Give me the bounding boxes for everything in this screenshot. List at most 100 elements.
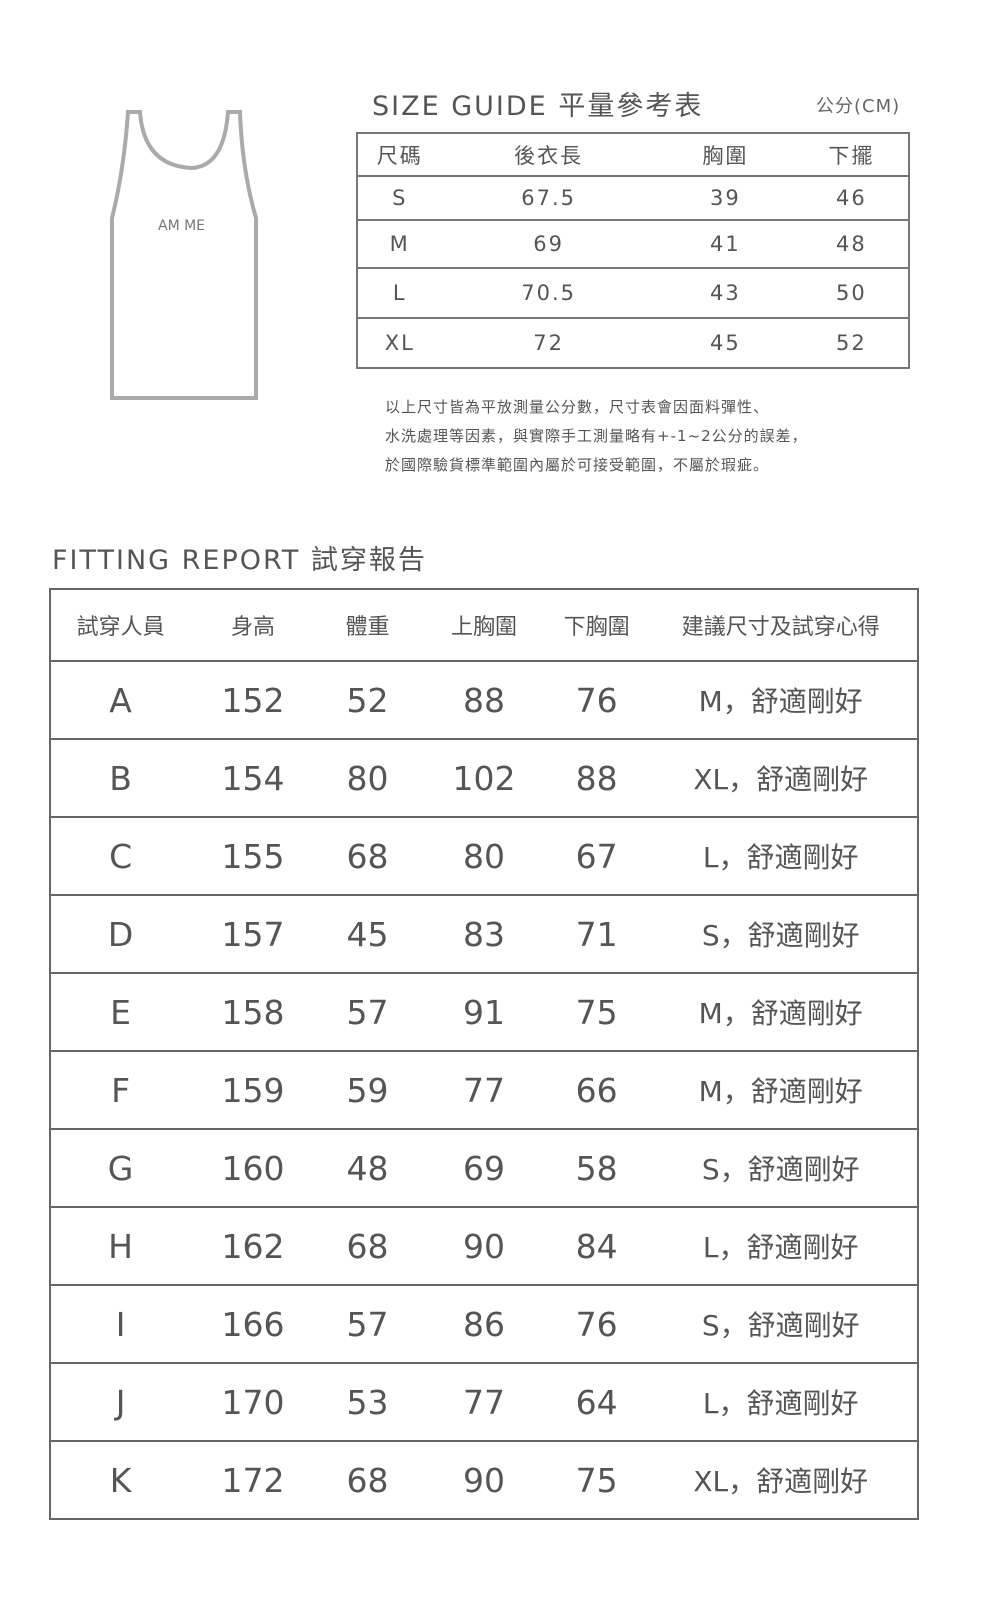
column-header: 試穿人員 <box>50 589 191 662</box>
table-cell: S，舒適剛好 <box>644 1129 918 1208</box>
table-cell: 157 <box>190 895 316 974</box>
table-row: F 159 59 77 66 M，舒適剛好 <box>50 1051 918 1130</box>
table-cell: 58 <box>548 1129 645 1208</box>
table-cell: XL，舒適剛好 <box>644 739 918 818</box>
table-cell: C <box>50 817 191 896</box>
table-cell: 68 <box>346 1460 389 1500</box>
table-cell: 69 <box>419 1129 549 1208</box>
table-cell: 155 <box>190 817 316 896</box>
table-row: S 67.5 39 46 <box>357 176 909 221</box>
table-cell: 59 <box>315 1051 420 1130</box>
fitting-report-table: 試穿人員 身高 體重 上胸圍 下胸圍 建議尺寸及試穿心得 A 152 52 88 76 M，舒適剛好 B… <box>49 588 919 1520</box>
table-cell: 102 <box>419 739 549 818</box>
size-guide-title: SIZE GUIDE 平量參考表 <box>372 91 704 122</box>
table-cell: 154 <box>190 739 316 818</box>
table-cell: 64 <box>548 1363 645 1442</box>
table-cell: 170 <box>190 1363 316 1442</box>
table-cell: F <box>50 1051 191 1130</box>
table-cell: 75 <box>548 973 645 1052</box>
table-cell: A <box>50 661 191 740</box>
table-cell: L，舒適剛好 <box>644 1363 918 1442</box>
table-cell: 152 <box>190 661 316 740</box>
size-guide-table: 尺碼 後衣長 胸圍 下擺 S 67.5 39 46 M 69 41 48 L 70.5 43 50 XL 72 45… <box>356 132 910 369</box>
column-header: 下胸圍 <box>548 589 645 662</box>
note-line: 以上尺寸皆為平放測量公分數，尺寸表會因面料彈性、 <box>385 398 770 416</box>
table-cell: 52 <box>836 331 867 355</box>
table-cell: 39 <box>655 176 795 221</box>
table-cell: 90 <box>463 1460 506 1500</box>
size-notes: 以上尺寸皆為平放測量公分數，尺寸表會因面料彈性、 水洗處理等因素，與實際手工測量… <box>385 393 808 480</box>
table-cell: 84 <box>548 1207 645 1286</box>
table-cell: 172 <box>221 1460 285 1500</box>
table-cell: 41 <box>655 220 795 269</box>
table-row: L 70.5 43 50 <box>357 268 909 319</box>
table-row: XL 72 45 52 <box>357 318 909 368</box>
table-row: B 154 80 102 88 XL，舒適剛好 <box>50 739 918 818</box>
table-cell: 76 <box>548 1285 645 1364</box>
note-line: 水洗處理等因素，與實際手工測量略有+-1~2公分的誤差， <box>385 427 808 445</box>
table-cell: 162 <box>190 1207 316 1286</box>
table-cell: S，舒適剛好 <box>644 1285 918 1364</box>
table-row: E 158 57 91 75 M，舒適剛好 <box>50 973 918 1052</box>
table-cell: 88 <box>419 661 549 740</box>
table-cell: H <box>50 1207 191 1286</box>
table-cell: 57 <box>315 1285 420 1364</box>
table-row: H 162 68 90 84 L，舒適剛好 <box>50 1207 918 1286</box>
table-cell: 43 <box>655 268 795 319</box>
table-cell: 83 <box>419 895 549 974</box>
tank-top-illustration <box>110 110 258 400</box>
table-header-row: 尺碼 後衣長 胸圍 下擺 <box>357 133 909 177</box>
table-cell: J <box>50 1363 191 1442</box>
table-cell: 91 <box>419 973 549 1052</box>
table-cell: M，舒適剛好 <box>644 973 918 1052</box>
table-cell: 48 <box>315 1129 420 1208</box>
table-cell: 53 <box>315 1363 420 1442</box>
table-cell: 66 <box>548 1051 645 1130</box>
table-row: I 166 57 86 76 S，舒適剛好 <box>50 1285 918 1364</box>
table-cell: 166 <box>190 1285 316 1364</box>
table-cell: K <box>109 1460 132 1500</box>
table-cell: XL <box>384 331 415 355</box>
table-cell: M，舒適剛好 <box>644 1051 918 1130</box>
table-cell: M，舒適剛好 <box>644 661 918 740</box>
table-cell: 50 <box>794 268 909 319</box>
table-cell: 80 <box>315 739 420 818</box>
fitting-report-title: FITTING REPORT 試穿報告 <box>52 545 427 576</box>
table-cell: I <box>50 1285 191 1364</box>
table-cell: 69 <box>441 220 656 269</box>
table-cell: 77 <box>419 1051 549 1130</box>
table-cell: 46 <box>794 176 909 221</box>
table-cell: S，舒適剛好 <box>644 895 918 974</box>
table-cell: 77 <box>419 1363 549 1442</box>
table-cell: S <box>357 176 442 221</box>
table-row: D 157 45 83 71 S，舒適剛好 <box>50 895 918 974</box>
table-cell: 158 <box>190 973 316 1052</box>
table-cell: L，舒適剛好 <box>644 817 918 896</box>
table-cell: G <box>50 1129 191 1208</box>
table-cell: 57 <box>315 973 420 1052</box>
table-cell: 67.5 <box>441 176 656 221</box>
table-row: K 172 68 90 75 XL，舒適剛好 <box>50 1441 918 1519</box>
note-line: 於國際驗貨標準範圍內屬於可接受範圍，不屬於瑕疵。 <box>385 456 770 474</box>
table-cell: M <box>357 220 442 269</box>
table-cell: 67 <box>548 817 645 896</box>
column-header: 建議尺寸及試穿心得 <box>644 589 918 662</box>
table-cell: 68 <box>315 817 420 896</box>
table-cell: 48 <box>794 220 909 269</box>
table-cell: 70.5 <box>441 268 656 319</box>
table-cell: XL，舒適剛好 <box>693 1465 869 1498</box>
column-header: 身高 <box>190 589 316 662</box>
unit-label: 公分(CM) <box>816 96 901 117</box>
column-header: 上胸圍 <box>419 589 549 662</box>
table-cell: 160 <box>190 1129 316 1208</box>
table-cell: B <box>50 739 191 818</box>
column-header: 體重 <box>315 589 420 662</box>
table-cell: 52 <box>315 661 420 740</box>
table-cell: 71 <box>548 895 645 974</box>
table-row: M 69 41 48 <box>357 220 909 269</box>
table-cell: 75 <box>575 1460 618 1500</box>
table-row: A 152 52 88 76 M，舒適剛好 <box>50 661 918 740</box>
table-cell: 45 <box>315 895 420 974</box>
column-header: 尺碼 <box>357 133 442 177</box>
